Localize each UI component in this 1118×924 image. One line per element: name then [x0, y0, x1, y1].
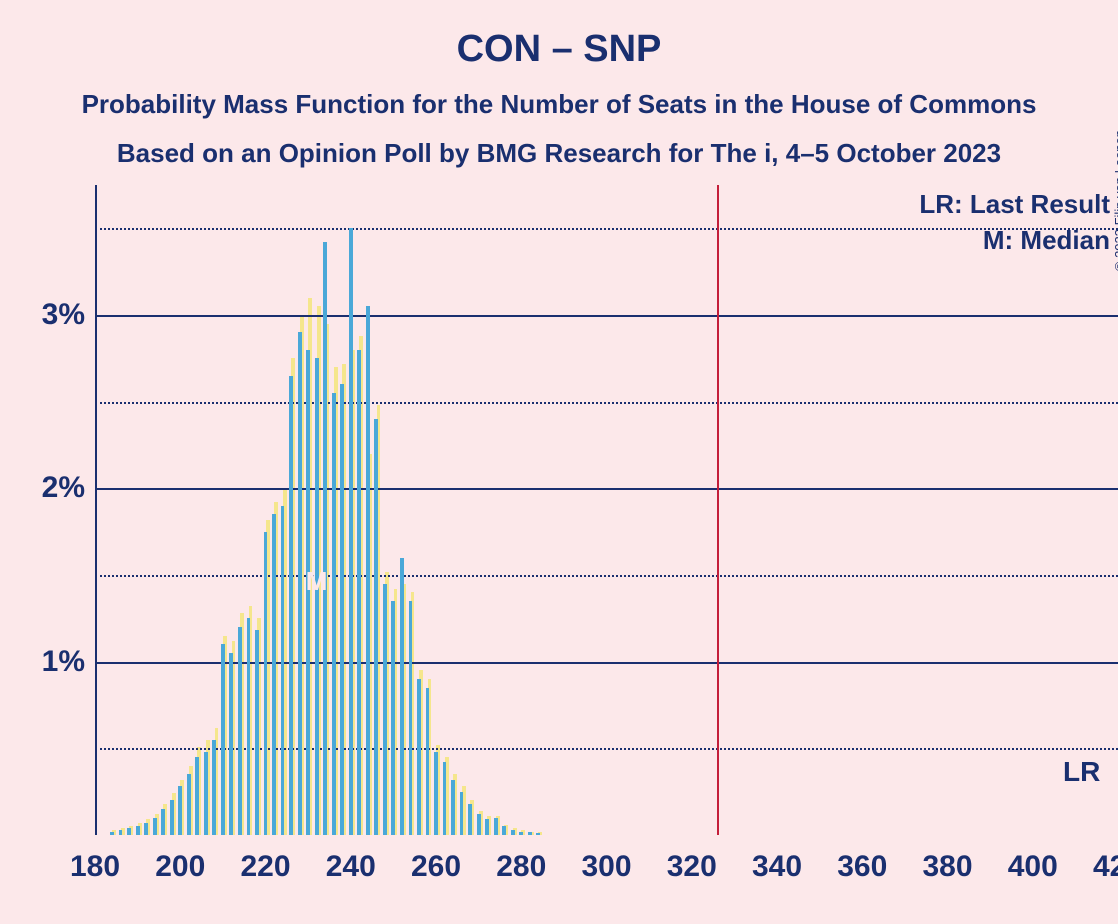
pmf-bar-blue — [204, 752, 208, 835]
x-tick-label: 380 — [922, 850, 972, 884]
pmf-bar-blue — [528, 832, 532, 835]
pmf-bar-blue — [426, 688, 430, 835]
pmf-bar-blue — [127, 828, 131, 835]
pmf-bar-blue — [374, 419, 378, 835]
chart-title: CON – SNP — [0, 0, 1118, 71]
legend-median: M: Median — [983, 225, 1110, 256]
pmf-bar-blue — [357, 350, 361, 835]
pmf-bar-blue — [298, 332, 302, 835]
last-result-line — [717, 185, 719, 835]
pmf-bar-blue — [153, 818, 157, 835]
pmf-bar-blue — [502, 826, 506, 835]
pmf-bar-blue — [212, 740, 216, 835]
pmf-bar-blue — [323, 242, 327, 835]
pmf-bar-blue — [178, 786, 182, 835]
pmf-bar-blue — [366, 306, 370, 835]
pmf-bar-blue — [409, 601, 413, 835]
x-tick-label: 360 — [837, 850, 887, 884]
pmf-bar-blue — [391, 601, 395, 835]
pmf-bar-blue — [264, 532, 268, 835]
x-tick-label: 240 — [326, 850, 376, 884]
pmf-bar-blue — [434, 752, 438, 835]
x-tick-label: 400 — [1008, 850, 1058, 884]
pmf-bar-blue — [289, 376, 293, 835]
pmf-bar-blue — [187, 774, 191, 835]
pmf-bar-blue — [195, 757, 199, 835]
pmf-bar-blue — [161, 809, 165, 835]
pmf-bar-blue — [417, 679, 421, 835]
pmf-bar-blue — [221, 644, 225, 835]
y-tick-label: 3% — [42, 298, 95, 332]
y-tick-label: 1% — [42, 645, 95, 679]
pmf-bar-blue — [536, 833, 540, 835]
pmf-bar-blue — [170, 800, 174, 835]
pmf-bar-blue — [460, 792, 464, 835]
x-tick-label: 280 — [496, 850, 546, 884]
legend-lr: LR: Last Result — [919, 189, 1110, 220]
pmf-bar-blue — [383, 584, 387, 835]
x-tick-label: 220 — [240, 850, 290, 884]
pmf-bar-blue — [272, 514, 276, 835]
pmf-bar-blue — [451, 780, 455, 835]
bar-container — [95, 185, 1118, 835]
median-marker-label: M — [306, 566, 328, 597]
x-tick-label: 180 — [70, 850, 120, 884]
pmf-bar-blue — [443, 762, 447, 835]
y-tick-label: 2% — [42, 471, 95, 505]
pmf-bar-blue — [281, 506, 285, 835]
chart-subtitle-2: Based on an Opinion Poll by BMG Research… — [0, 120, 1118, 169]
pmf-bar-blue — [229, 653, 233, 835]
pmf-bar-blue — [332, 393, 336, 835]
pmf-bar-blue — [247, 618, 251, 835]
pmf-bar-blue — [494, 818, 498, 835]
pmf-bar-blue — [119, 830, 123, 835]
lr-axis-label: LR — [1063, 756, 1100, 788]
x-tick-label: 200 — [155, 850, 205, 884]
pmf-bar-blue — [110, 832, 114, 835]
chart-subtitle-1: Probability Mass Function for the Number… — [0, 71, 1118, 120]
pmf-bar-blue — [136, 826, 140, 835]
pmf-bar-blue — [511, 830, 515, 835]
chart-plot-area: LR: Last Result M: Median LR M 1%2%3% — [95, 185, 1118, 835]
x-tick-label: 260 — [411, 850, 461, 884]
pmf-bar-blue — [485, 819, 489, 835]
x-tick-label: 420 — [1093, 850, 1118, 884]
pmf-bar-blue — [238, 627, 242, 835]
pmf-bar-blue — [349, 228, 353, 835]
x-tick-label: 320 — [667, 850, 717, 884]
pmf-bar-blue — [144, 823, 148, 835]
pmf-bar-blue — [519, 832, 523, 835]
pmf-bar-blue — [477, 814, 481, 835]
x-axis-labels: 180200220240260280300320340360380400420 — [95, 850, 1118, 900]
pmf-bar-blue — [255, 630, 259, 835]
pmf-bar-blue — [400, 558, 404, 835]
pmf-bar-blue — [468, 804, 472, 835]
x-tick-label: 340 — [752, 850, 802, 884]
pmf-bar-blue — [340, 384, 344, 835]
x-tick-label: 300 — [581, 850, 631, 884]
